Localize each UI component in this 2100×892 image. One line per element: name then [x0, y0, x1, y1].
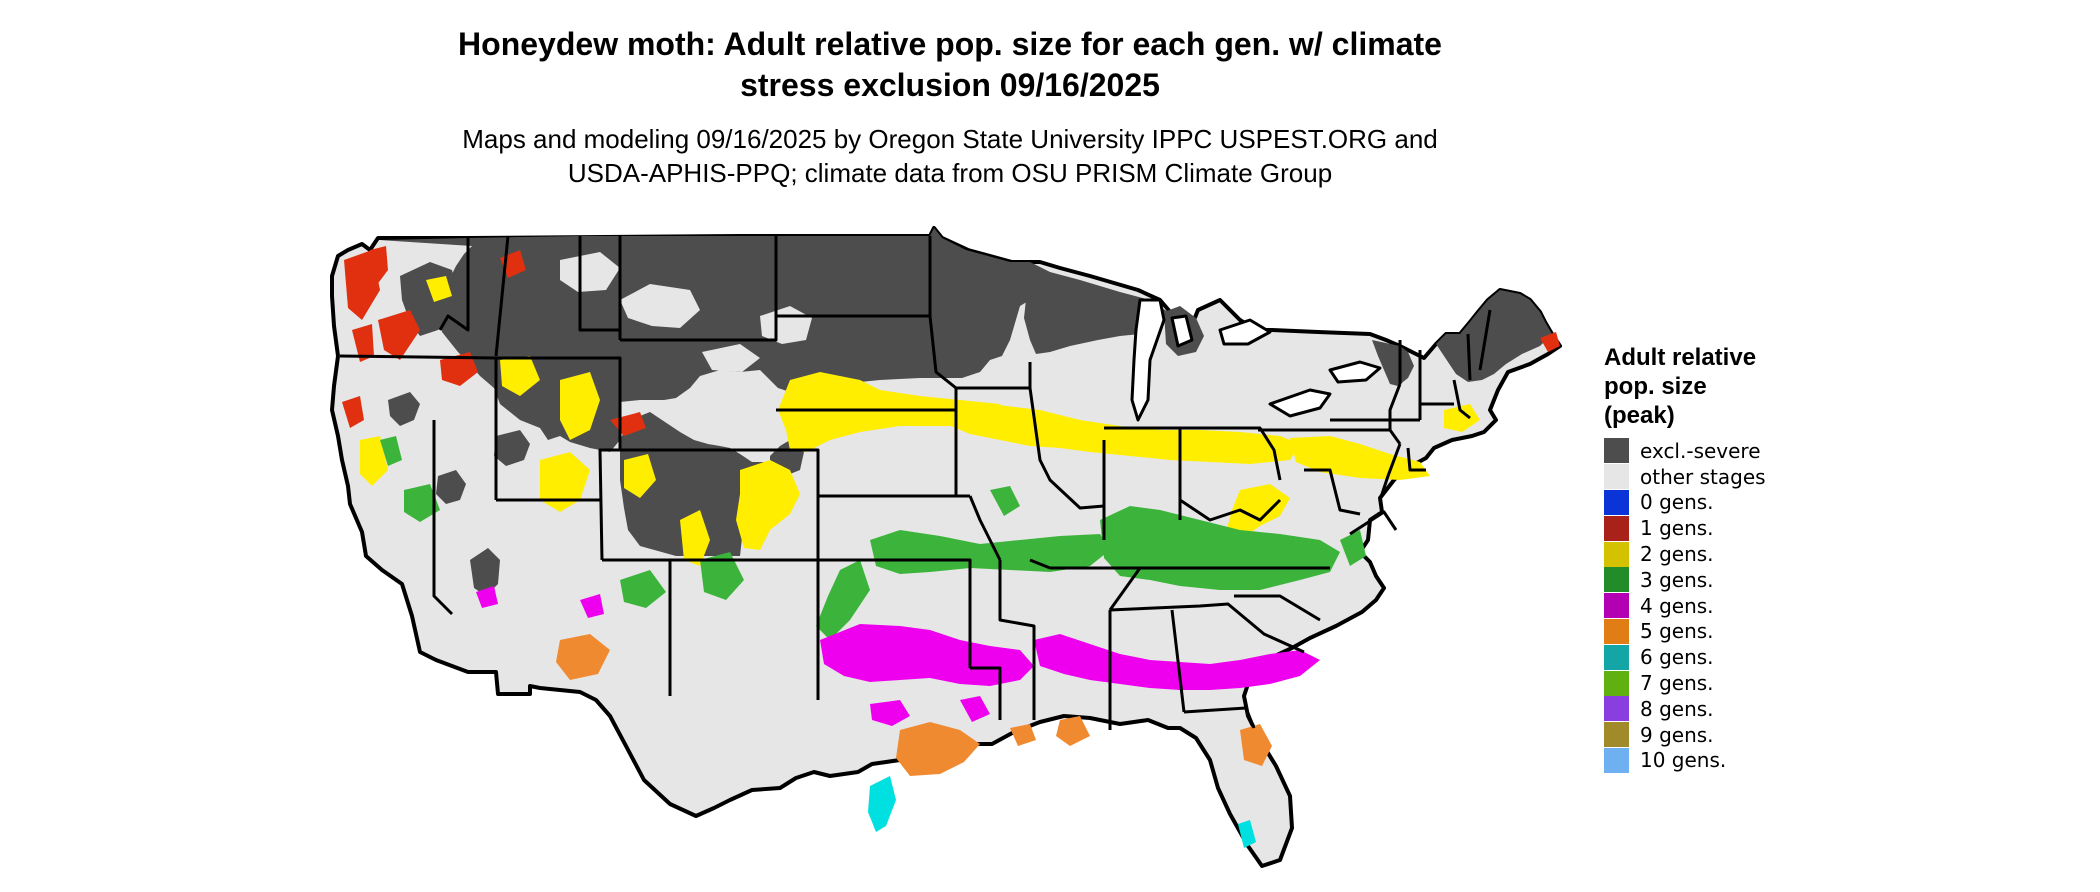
- legend-item: 1 gens.: [1604, 515, 1844, 541]
- legend-label: 6 gens.: [1640, 645, 1714, 670]
- puget-sound-area: [366, 246, 388, 286]
- legend-label: 3 gens.: [1640, 567, 1714, 592]
- great-lakes: [1130, 298, 1382, 422]
- gen1-regions: [342, 250, 1560, 436]
- legend-swatch: [1604, 618, 1629, 644]
- legend-swatch: [1604, 515, 1629, 541]
- legend-swatch: [1604, 722, 1629, 748]
- legend-swatch: [1604, 541, 1629, 567]
- legend-title-line-2: pop. size: [1604, 373, 1707, 400]
- map-subtitle: Maps and modeling 09/16/2025 by Oregon S…: [380, 122, 1520, 190]
- legend-swatch: [1604, 489, 1629, 515]
- legend-item: 6 gens.: [1604, 644, 1844, 670]
- legend-label: 9 gens.: [1640, 722, 1714, 747]
- legend-label: other stages: [1640, 464, 1766, 489]
- legend-swatch: [1604, 696, 1629, 722]
- legend-item: 9 gens.: [1604, 722, 1844, 748]
- legend-item: 3 gens.: [1604, 567, 1844, 593]
- legend-title-line-1: Adult relative: [1604, 344, 1757, 371]
- legend-swatch: [1604, 593, 1629, 619]
- legend-label: 8 gens.: [1640, 696, 1714, 721]
- legend-label: excl.-severe: [1640, 438, 1761, 463]
- legend-item: 7 gens.: [1604, 670, 1844, 696]
- legend-swatch: [1604, 567, 1629, 593]
- us-generations-map: [330, 226, 1562, 868]
- gen6-regions: [868, 776, 1256, 848]
- subtitle-line-2: USDA-APHIS-PPQ; climate data from OSU PR…: [567, 158, 1333, 188]
- legend-title-line-3: (peak): [1604, 402, 1675, 429]
- legend-item: excl.-severe: [1604, 438, 1844, 464]
- gen2-regions: [360, 276, 1480, 566]
- legend-swatch: [1604, 464, 1629, 490]
- legend-item: 5 gens.: [1604, 618, 1844, 645]
- legend-label: 0 gens.: [1640, 490, 1714, 515]
- legend-item: 2 gens.: [1604, 541, 1844, 567]
- legend-items: excl.-severe other stages 0 gens. 1 gens. 2 …: [1604, 438, 1844, 773]
- legend-swatch: [1604, 747, 1629, 773]
- title-line-2: stress exclusion 09/16/2025: [740, 67, 1160, 103]
- legend-label: 4 gens.: [1640, 593, 1714, 618]
- legend-swatch: [1604, 438, 1629, 464]
- legend-label: 1 gens.: [1640, 516, 1714, 541]
- legend-item: 8 gens.: [1604, 696, 1844, 722]
- legend-label: 2 gens.: [1640, 542, 1714, 567]
- legend-item: 0 gens.: [1604, 489, 1844, 516]
- legend-item: 4 gens.: [1604, 593, 1844, 619]
- legend-label: 5 gens.: [1640, 619, 1714, 644]
- excluded-severe-regions: [380, 228, 1552, 596]
- subtitle-line-1: Maps and modeling 09/16/2025 by Oregon S…: [462, 124, 1438, 154]
- gen5-regions: [556, 634, 1272, 776]
- other-stages-patches: [560, 252, 812, 372]
- state-borders: [339, 235, 1492, 730]
- legend-label: 10 gens.: [1640, 748, 1727, 773]
- legend-label: 7 gens.: [1640, 671, 1714, 696]
- legend-item: 10 gens.: [1604, 747, 1844, 774]
- legend-swatch: [1604, 670, 1629, 696]
- map-legend: Adult relative pop. size (peak) excl.-se…: [1604, 343, 1844, 773]
- title-line-1: Honeydew moth: Adult relative pop. size …: [458, 26, 1442, 62]
- legend-swatch: [1604, 644, 1629, 670]
- map-title: Honeydew moth: Adult relative pop. size …: [400, 24, 1500, 106]
- legend-title: Adult relative pop. size (peak): [1604, 343, 1844, 430]
- legend-item: other stages: [1604, 464, 1844, 490]
